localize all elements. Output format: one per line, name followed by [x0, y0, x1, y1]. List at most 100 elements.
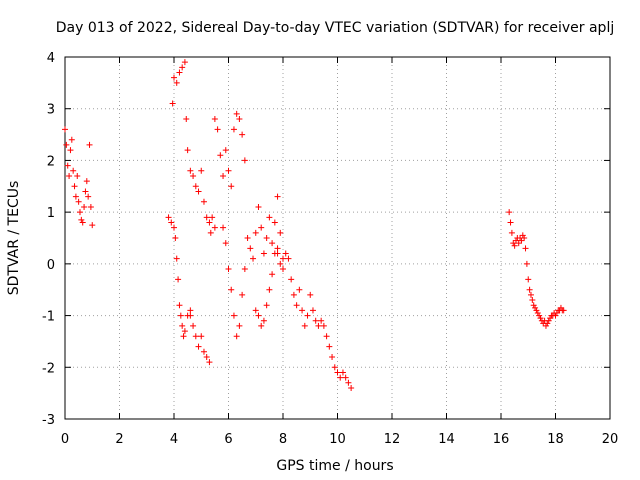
data-point-arc-1 — [87, 203, 94, 210]
data-point-arc-1 — [89, 222, 96, 229]
y-tick-label: 1 — [47, 206, 55, 221]
data-point-arc-1 — [85, 193, 92, 200]
x-tick-label: 8 — [279, 432, 287, 447]
data-point-arc-9 — [557, 304, 564, 311]
data-point-arc-6 — [247, 245, 254, 252]
data-point-arc-3 — [187, 167, 194, 174]
data-point-arc-8 — [301, 322, 308, 329]
data-point-arc-9 — [544, 320, 551, 327]
data-point-arc-5 — [225, 167, 232, 174]
y-tick-label: 4 — [47, 51, 55, 66]
data-point-arc-9 — [537, 315, 544, 322]
data-point-arc-3 — [198, 167, 205, 174]
x-tick-label: 4 — [170, 432, 178, 447]
data-point-arc-9 — [536, 312, 543, 319]
data-point-arc-8 — [334, 369, 341, 376]
data-point-arc-6 — [260, 250, 267, 257]
data-point-arc-1 — [76, 209, 83, 216]
data-point-arc-6 — [230, 312, 237, 319]
data-point-arc-8 — [320, 322, 327, 329]
data-point-arc-1 — [79, 219, 86, 226]
data-point-arc-2 — [172, 235, 179, 241]
data-point-arc-8 — [290, 291, 297, 298]
x-tick-label: 16 — [493, 432, 510, 447]
data-point-arc-6 — [239, 291, 246, 298]
data-point-arc-1 — [82, 188, 89, 195]
data-point-arc-3 — [207, 229, 214, 236]
data-point-arc-9 — [552, 312, 559, 319]
data-point-arc-9 — [533, 307, 540, 314]
data-point-arc-1 — [74, 172, 81, 179]
data-point-arc-8 — [326, 343, 333, 350]
data-point-arc-4 — [195, 343, 202, 350]
data-point-arc-9 — [534, 309, 541, 316]
data-point-arc-9 — [553, 309, 560, 316]
x-tick-labels: 0 2 4 6 8 10 12 14 16 18 20 — [61, 432, 618, 447]
data-point-arc-8 — [345, 379, 352, 386]
data-point-arc-9 — [542, 322, 549, 329]
data-point-arc-1 — [83, 178, 90, 185]
data-point-arc-6 — [233, 333, 240, 340]
data-point-arc-5 — [230, 126, 237, 133]
data-point-arc-5 — [222, 147, 229, 154]
data-point-arc-9 — [522, 245, 529, 252]
data-point-arc-9 — [532, 304, 539, 311]
data-point-arc-5 — [214, 126, 221, 133]
data-point-arc-6 — [252, 229, 259, 236]
data-point-arc-5 — [239, 131, 246, 138]
data-point-arc-7 — [266, 286, 273, 293]
data-point-arc-6 — [271, 219, 278, 226]
data-point-arc-1 — [66, 172, 73, 179]
data-point-arc-9 — [510, 240, 517, 247]
data-point-arc-8 — [323, 333, 330, 340]
data-point-arc-6 — [241, 266, 248, 273]
y-axis-label: SDTVAR / TECUs — [6, 181, 22, 296]
y-tick-labels: 4 3 2 1 0 -1 -2 -3 — [42, 51, 55, 428]
y-tick-label: 2 — [47, 154, 55, 169]
data-point-arc-9 — [545, 317, 552, 324]
data-point-arc-7 — [260, 317, 267, 324]
data-point-arc-1 — [70, 167, 77, 174]
data-point-arc-6 — [250, 255, 257, 262]
data-point-arc-2 — [181, 328, 188, 335]
data-point-arc-7 — [269, 271, 276, 278]
data-point-arc-3 — [179, 64, 186, 71]
data-point-arc-6 — [244, 235, 251, 241]
data-point-arc-3 — [209, 214, 216, 221]
data-point-arc-9 — [526, 286, 533, 293]
grid-lines — [65, 57, 610, 419]
data-point-arc-2 — [179, 322, 186, 329]
data-point-arc-8 — [307, 291, 314, 298]
data-point-arc-3 — [181, 59, 188, 66]
data-point-arc-8 — [309, 307, 316, 314]
data-point-arc-1 — [72, 193, 79, 200]
data-point-arc-3 — [176, 69, 183, 76]
data-point-arc-4 — [198, 333, 205, 340]
data-point-arc-7 — [263, 302, 270, 309]
data-point-arc-8 — [280, 266, 286, 273]
data-point-arc-8 — [285, 255, 292, 262]
y-tick-label: -1 — [42, 310, 55, 325]
data-point-arc-2 — [165, 214, 172, 221]
data-point-arc-1 — [71, 183, 78, 190]
data-point-arc-4 — [200, 348, 207, 355]
data-point-arc-8 — [282, 250, 289, 257]
data-point-arc-9 — [506, 209, 513, 216]
data-point-arc-6 — [255, 203, 262, 210]
data-point-arc-8 — [318, 317, 325, 324]
data-point-arc-4 — [190, 322, 197, 329]
data-point-arc-1 — [67, 147, 74, 154]
data-point-arc-5 — [211, 116, 218, 123]
data-point-arc-6 — [280, 255, 286, 262]
data-point-arc-9 — [511, 242, 518, 249]
data-point-arc-2 — [171, 224, 177, 231]
data-point-arc-2 — [177, 312, 184, 319]
data-point-arc-8 — [348, 384, 355, 391]
data-point-arc-6 — [274, 245, 281, 252]
data-point-arc-6 — [225, 266, 232, 273]
data-point-arc-2 — [173, 255, 180, 262]
data-point-arc-8 — [299, 307, 306, 314]
data-point-arc-3 — [173, 79, 180, 86]
data-point-arc-5 — [233, 110, 240, 117]
x-axis-label: GPS time / hours — [276, 458, 393, 474]
